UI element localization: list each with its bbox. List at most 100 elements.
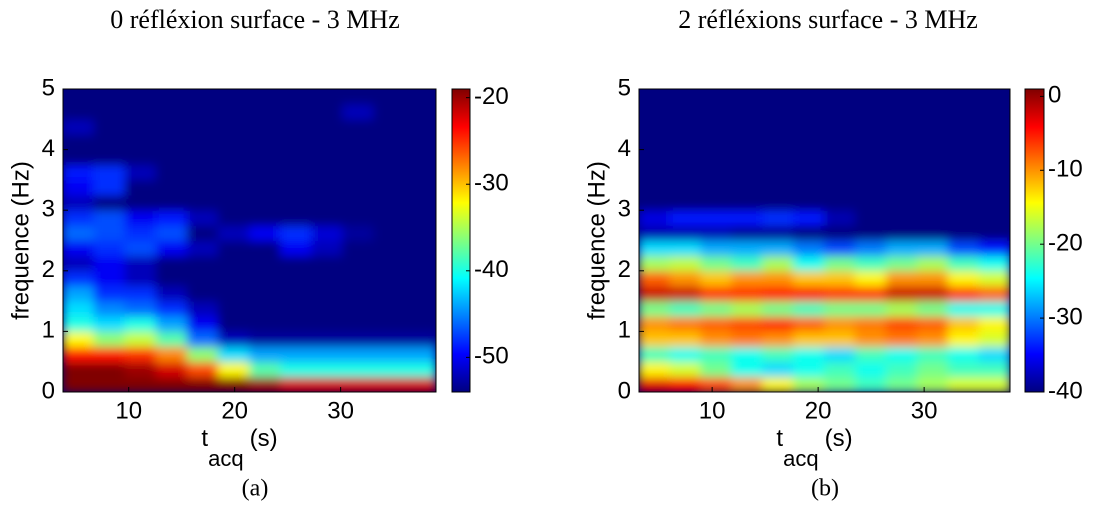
heat-cell: [311, 300, 344, 317]
cells: [639, 89, 1010, 392]
heat-cell: [63, 164, 95, 181]
heat-cell: [947, 315, 980, 332]
heat-cell: [824, 330, 856, 348]
heat-cell: [373, 270, 406, 287]
heat-cell: [639, 89, 671, 105]
colorbar-tick-label: -20: [474, 83, 509, 110]
colorbar-tick-label: -20: [1048, 230, 1083, 257]
heat-cell: [63, 376, 95, 392]
heat-cell: [978, 133, 1010, 151]
heat-cell: [978, 330, 1010, 348]
caption: (b): [811, 476, 839, 502]
heat-cell: [155, 209, 188, 226]
heat-cell: [700, 179, 733, 196]
heat-cell: [793, 346, 826, 363]
heat-cell: [63, 361, 95, 378]
heat-cell: [793, 209, 826, 226]
y-tick-label: 4: [42, 135, 55, 162]
y-tick-label: 4: [618, 135, 631, 162]
heat-cell: [762, 89, 795, 105]
heat-cell: [124, 315, 157, 332]
heat-cell: [731, 346, 764, 363]
heat-cell: [916, 240, 949, 257]
heat-cell: [124, 240, 157, 257]
heatmap: [639, 89, 1010, 392]
heat-cell: [373, 118, 406, 135]
heat-cell: [280, 164, 313, 181]
heat-cell: [639, 240, 671, 257]
x-axis-label: tacq (s): [201, 425, 277, 470]
heat-cell: [404, 194, 436, 211]
heat-cell: [404, 224, 436, 241]
heat-cell: [947, 179, 980, 196]
heat-cell: [124, 149, 157, 166]
heat-cell: [373, 300, 406, 317]
heat-cell: [793, 194, 826, 211]
heat-cell: [342, 164, 375, 181]
heat-cell: [700, 209, 733, 226]
heat-cell: [342, 376, 375, 392]
heat-cell: [762, 133, 795, 151]
heat-cell: [342, 361, 375, 378]
y-axis-label: frequence (Hz): [7, 161, 34, 320]
heat-cell: [280, 361, 313, 378]
heat-cell: [249, 224, 282, 241]
heat-cell: [93, 376, 126, 392]
heat-cell: [280, 270, 313, 287]
heat-cell: [93, 255, 126, 272]
heat-cell: [731, 330, 764, 348]
heat-cell: [700, 346, 733, 363]
heat-cell: [186, 270, 219, 287]
heat-cell: [404, 89, 436, 105]
y-tick-label: 2: [42, 256, 55, 283]
heat-cell: [885, 270, 918, 287]
heat-cell: [885, 103, 918, 120]
heat-cell: [280, 285, 313, 302]
heat-cell: [63, 133, 95, 151]
heat-cell: [404, 346, 436, 363]
heat-cell: [63, 330, 95, 348]
heat-cell: [700, 330, 733, 348]
heat-cell: [762, 361, 795, 378]
heat-cell: [373, 149, 406, 166]
heat-cell: [793, 103, 826, 120]
heat-cell: [249, 89, 282, 105]
heat-cell: [824, 149, 856, 166]
heat-cell: [854, 224, 887, 241]
heat-cell: [762, 240, 795, 257]
heat-cell: [311, 194, 344, 211]
colorbar-tick-label: -50: [474, 343, 509, 370]
heat-cell: [916, 224, 949, 241]
heat-cell: [700, 164, 733, 181]
chart-title: 2 réfléxions surface - 3 MHz: [678, 5, 978, 34]
heat-cell: [93, 346, 126, 363]
heat-cell: [885, 330, 918, 348]
chart-title: 0 réfléxion surface - 3 MHz: [110, 5, 400, 34]
heat-cell: [731, 255, 764, 272]
heat-cell: [700, 270, 733, 287]
heat-cell: [311, 346, 344, 363]
heat-cell: [978, 376, 1010, 392]
heat-cell: [404, 285, 436, 302]
heat-cell: [639, 179, 671, 196]
heat-cell: [280, 133, 313, 151]
heat-cell: [731, 224, 764, 241]
heat-cell: [885, 194, 918, 211]
heat-cell: [217, 194, 250, 211]
colorbar-tick-label: -30: [1048, 303, 1083, 330]
colorbar: [451, 88, 471, 393]
heat-cell: [373, 133, 406, 151]
heat-cell: [916, 103, 949, 120]
heat-cell: [824, 103, 856, 120]
x-axis-label-unit: (s): [825, 425, 853, 452]
heat-cell: [669, 376, 702, 392]
heat-cell: [311, 361, 344, 378]
heat-cell: [700, 194, 733, 211]
heat-cell: [639, 270, 671, 287]
heat-cell: [916, 255, 949, 272]
heat-cell: [342, 346, 375, 363]
heat-cell: [373, 255, 406, 272]
heat-cell: [947, 149, 980, 166]
heat-cell: [762, 224, 795, 241]
heat-cell: [404, 240, 436, 257]
